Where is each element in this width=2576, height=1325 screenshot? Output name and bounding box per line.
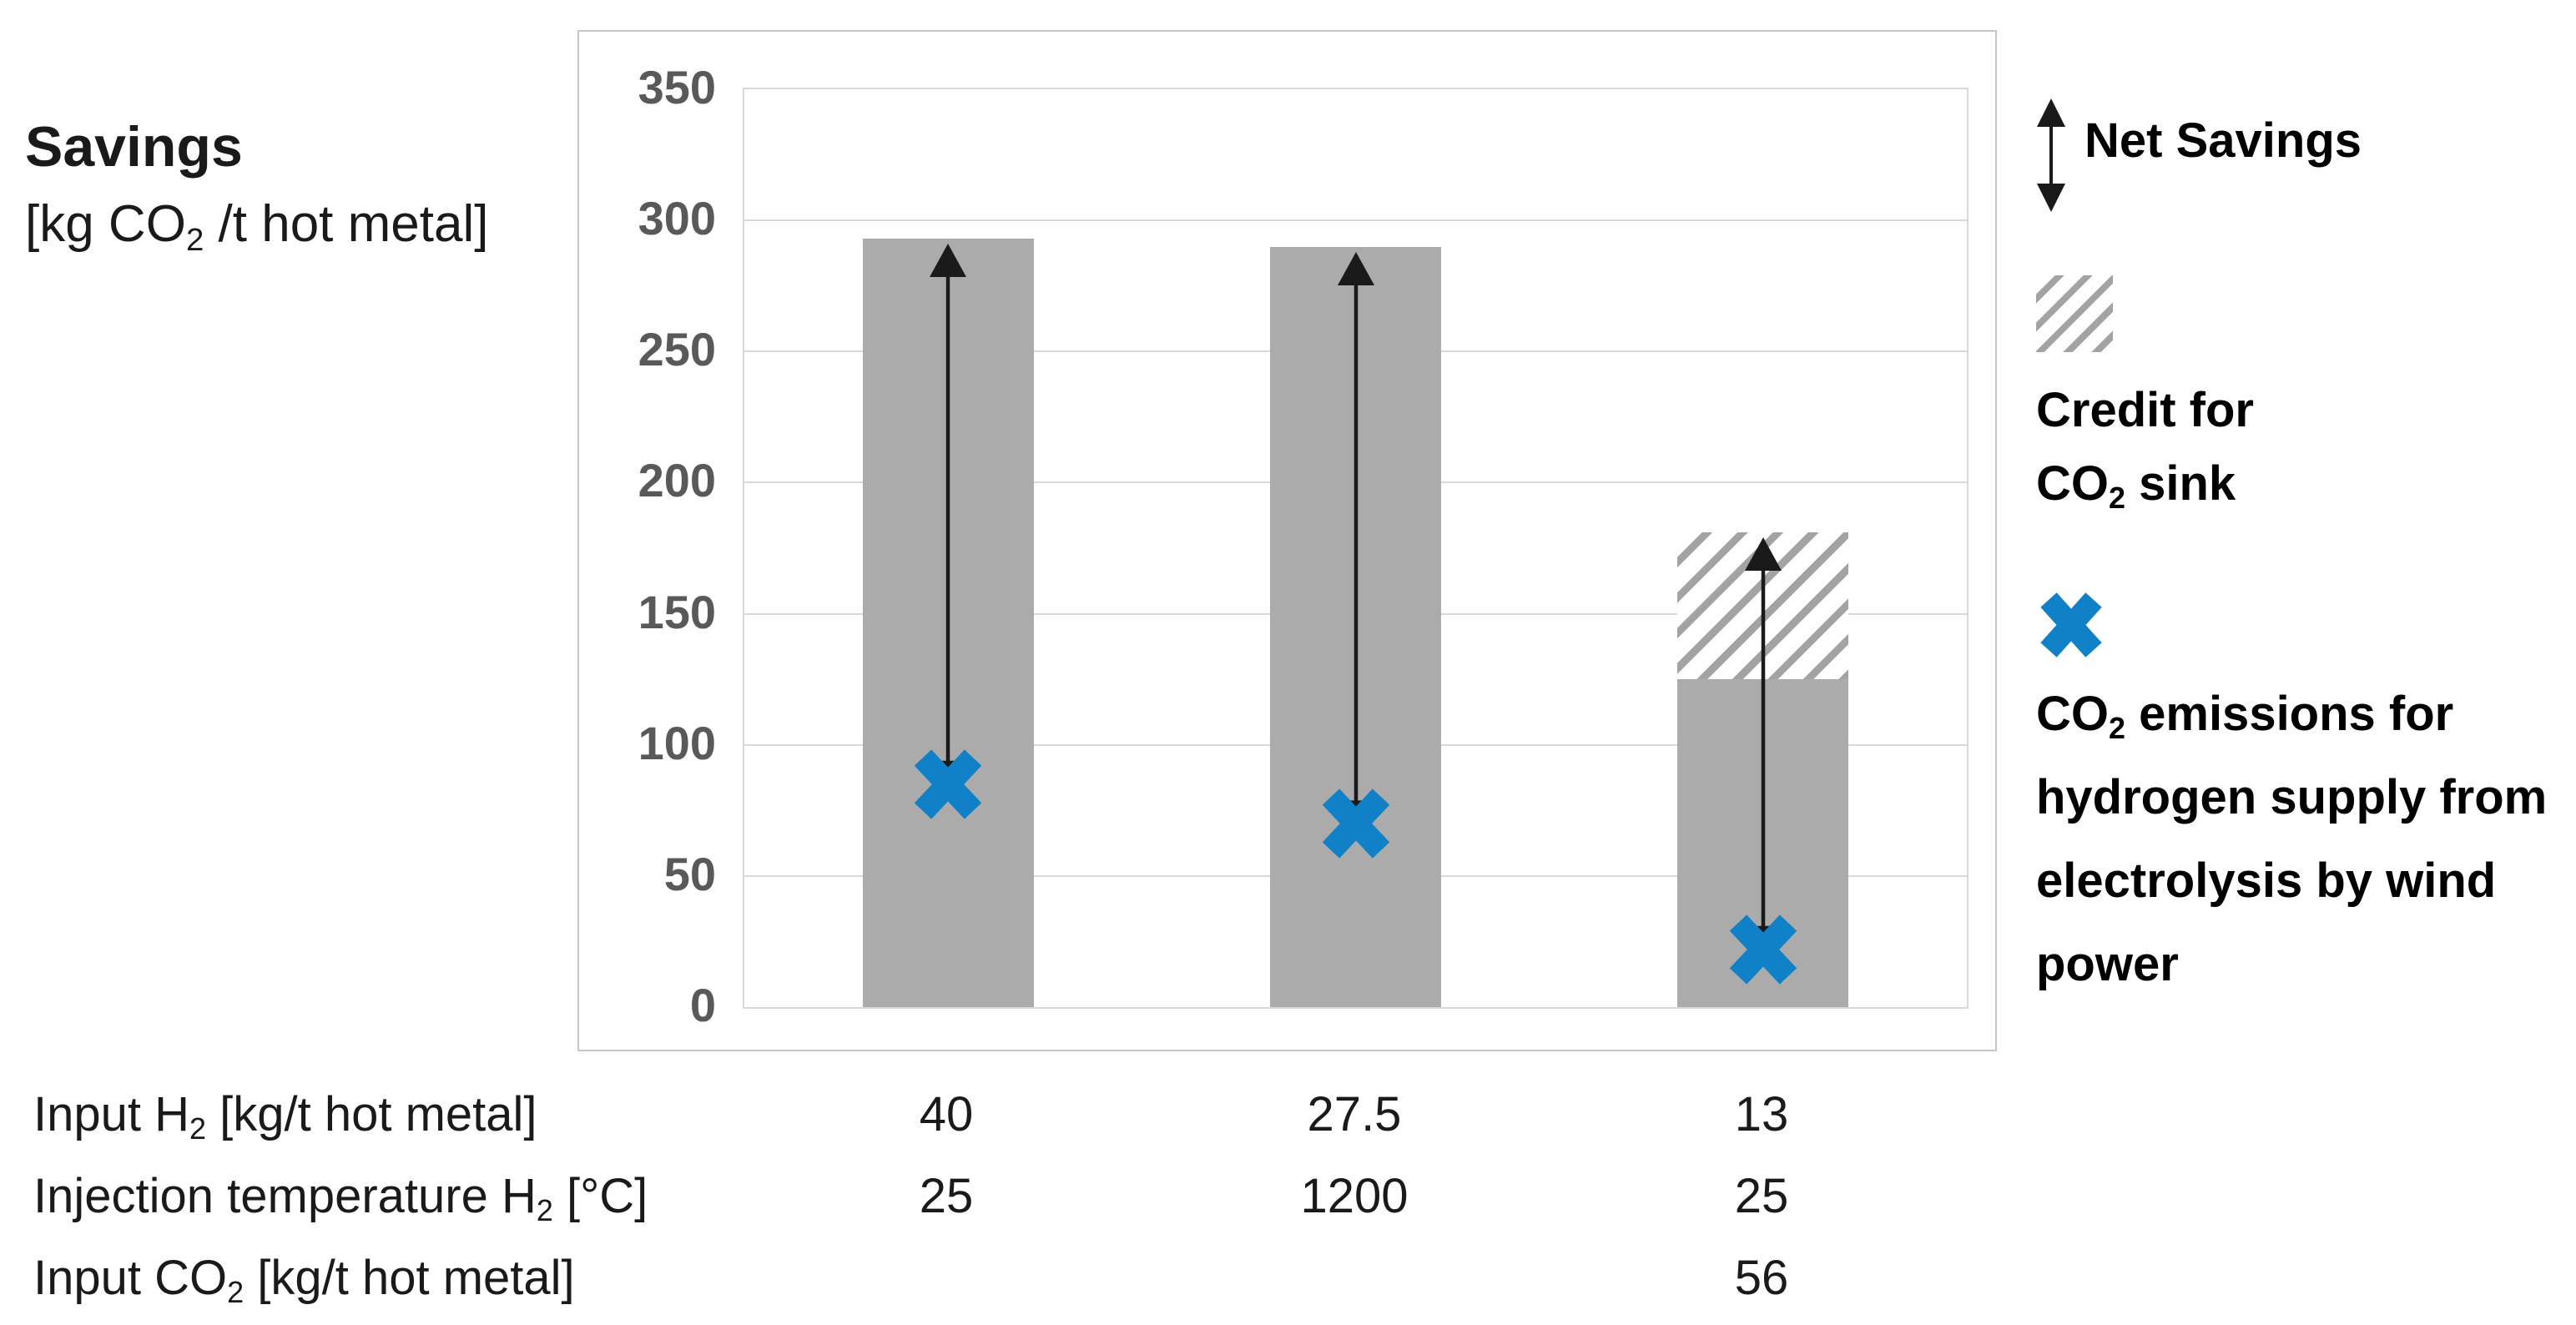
y-tick-100: 100 [638,716,716,769]
y-tick-350: 350 [638,61,716,113]
cell-input-co2-scenario3: 56 [1734,1251,1789,1305]
y-tick-0: 0 [689,979,716,1031]
net-savings-arrow-scenario3 [1744,537,1782,960]
net-savings-arrow-scenario1 [930,244,967,794]
legend-credit-label: Credit for CO2 sink [2036,383,2254,516]
row-label-injection-temp: Injection temperature H2 [°C] [33,1169,648,1228]
co2-subscript: 2 [2109,481,2125,516]
h2-subscript: 2 [189,1111,206,1146]
x-marker-emissions-scenario2 [1322,788,1389,859]
y-tick-50: 50 [663,847,716,900]
blue-x-marker-icon [2040,592,2102,657]
table-row-input-co2: Input CO2 [kg/t hot metal] 56 [0,1248,2576,1308]
y-tick-200: 200 [638,454,716,507]
cell-temp-scenario3: 25 [1734,1169,1789,1223]
table-row-injection-temp: Injection temperature H2 [°C] 25 1200 25 [0,1166,2576,1227]
x-marker-emissions-scenario1 [914,749,982,819]
row-label-input-co2: Input CO2 [kg/t hot metal] [33,1251,575,1310]
h2-subscript: 2 [536,1193,553,1228]
cell-input-h2-scenario2: 27.5 [1307,1087,1402,1141]
co2-subscript: 2 [2109,711,2125,746]
cell-input-h2-scenario3: 13 [1734,1087,1789,1141]
cell-temp-scenario1: 25 [919,1169,974,1223]
net-savings-arrow-scenario2 [1337,251,1374,834]
legend-net-savings-label: Net Savings [2084,113,2362,168]
y-axis-title-unit: [kg CO2 /t hot metal] [25,195,489,258]
cell-temp-scenario2: 1200 [1300,1169,1409,1223]
gridline-300 [744,219,1967,222]
y-axis-title-line1: Savings [25,115,243,179]
y-tick-150: 150 [638,585,716,638]
net-savings-arrow-icon [2037,98,2065,212]
table-row-input-h2: Input H2 [kg/t hot metal] 40 27.5 13 [0,1085,2576,1145]
cell-input-h2-scenario1: 40 [919,1087,974,1141]
co2-subscript: 2 [227,1275,244,1310]
y-tick-300: 300 [638,192,716,245]
plot-area [743,88,1969,1009]
co2-subscript: 2 [185,221,204,258]
row-label-input-h2: Input H2 [kg/t hot metal] [33,1087,537,1146]
y-axis-title: Savings [kg CO2 /t hot metal] [25,115,489,258]
legend-emissions-label: CO2 emissions for hydrogen supply from e… [2036,687,2548,991]
y-tick-250: 250 [638,323,716,376]
x-marker-emissions-scenario3 [1729,914,1797,985]
hatch-swatch-icon [2036,275,2113,352]
